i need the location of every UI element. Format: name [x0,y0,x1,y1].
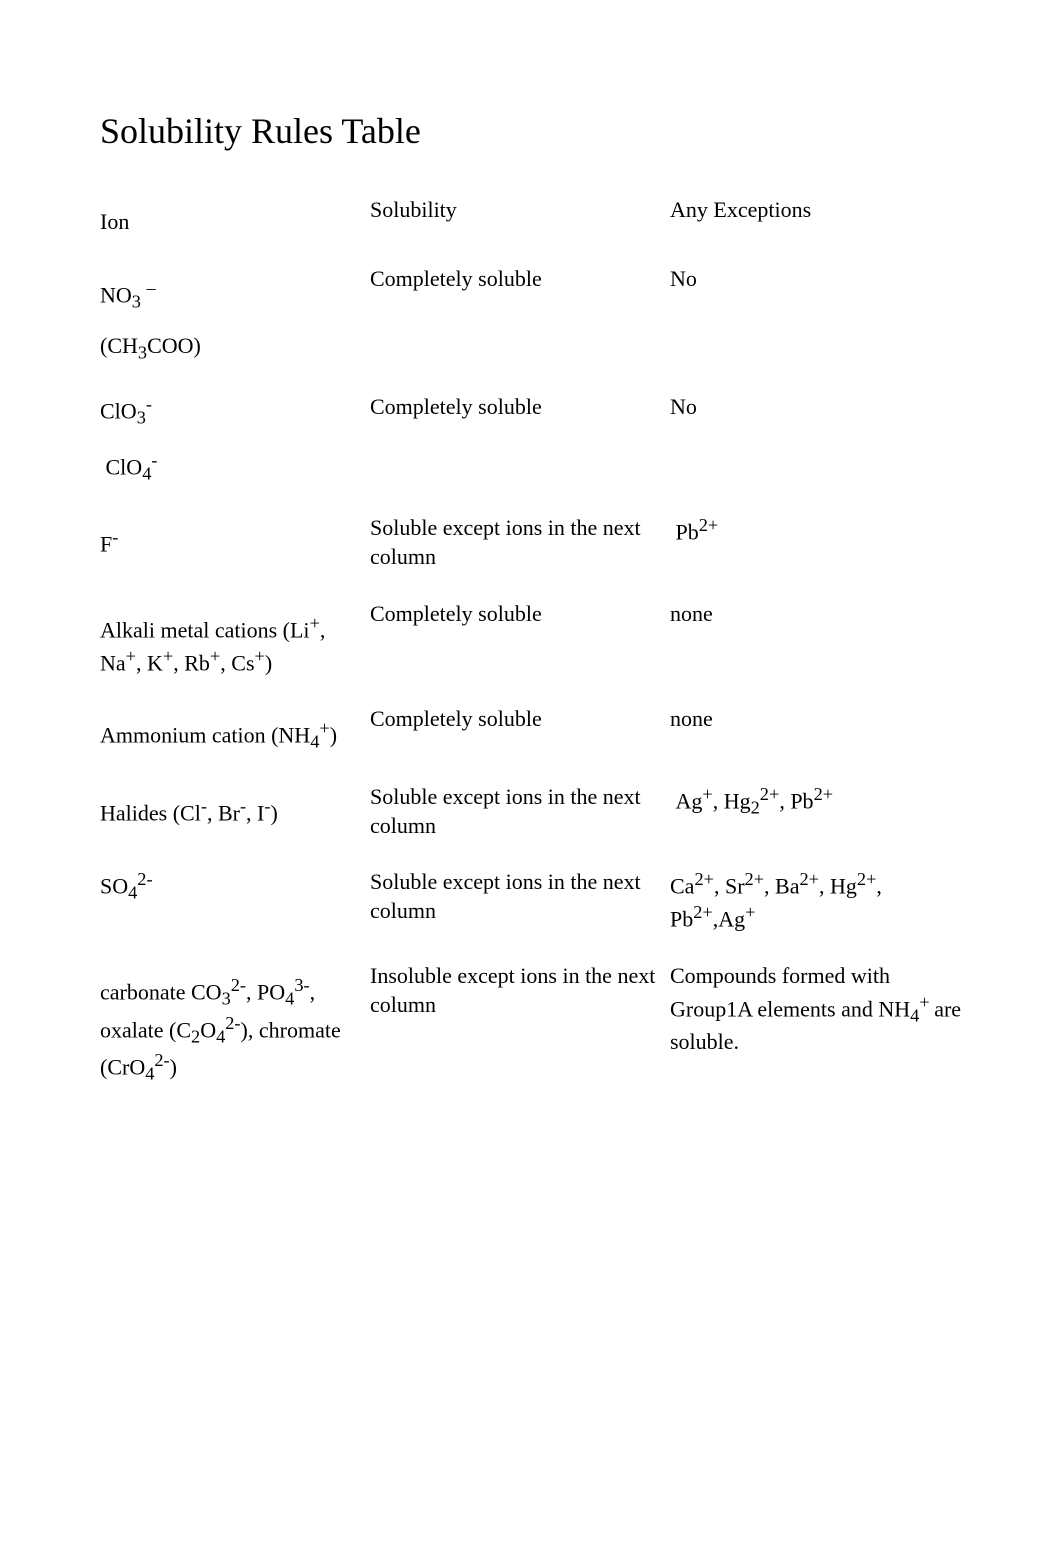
solubility-cell: Completely soluble [370,691,670,769]
solubility-cell: Insoluble except ions in the next column [370,948,670,1101]
solubility-cell: Soluble except ions in the next column [370,500,670,585]
column-header-ion: Ion [100,182,370,251]
ion-cell: Alkali metal cations (Li+, Na+, K+, Rb+,… [100,586,370,692]
solubility-cell: Completely soluble [370,379,670,445]
ion-cell: ClO3- [100,379,370,445]
ion-cell: Ammonium cation (NH4+) [100,691,370,769]
exceptions-cell [670,445,970,501]
ion-cell: Halides (Cl-, Br-, I-) [100,769,370,854]
solubility-cell [370,445,670,501]
exceptions-cell: Ag+, Hg22+, Pb2+ [670,769,970,854]
solubility-cell: Soluble except ions in the next column [370,769,670,854]
exceptions-cell: No [670,379,970,445]
exceptions-cell: none [670,691,970,769]
solubility-cell: Completely soluble [370,586,670,692]
exceptions-cell: Pb2+ [670,500,970,585]
exceptions-cell: Compounds formed with Group1A elements a… [670,948,970,1101]
ion-cell: SO42- [100,854,370,948]
exceptions-cell: No [670,251,970,329]
exceptions-cell: Ca2+, Sr2+, Ba2+, Hg2+, Pb2+,Ag+ [670,854,970,948]
solubility-cell [370,328,670,379]
ion-cell: carbonate CO32-, PO43-, oxalate (C2O42-)… [100,948,370,1101]
exceptions-cell: none [670,586,970,692]
solubility-cell: Soluble except ions in the next column [370,854,670,948]
ion-cell: F- [100,500,370,585]
solubility-cell: Completely soluble [370,251,670,329]
exceptions-cell [670,328,970,379]
ion-cell: ClO4- [100,445,370,501]
column-header-exceptions: Any Exceptions [670,182,970,251]
ion-cell: NO3 – [100,251,370,329]
solubility-table: IonSolubilityAny ExceptionsNO3 –Complete… [100,182,970,1101]
ion-cell: (CH3COO) [100,328,370,379]
page-title: Solubility Rules Table [100,110,962,152]
column-header-solubility: Solubility [370,182,670,251]
